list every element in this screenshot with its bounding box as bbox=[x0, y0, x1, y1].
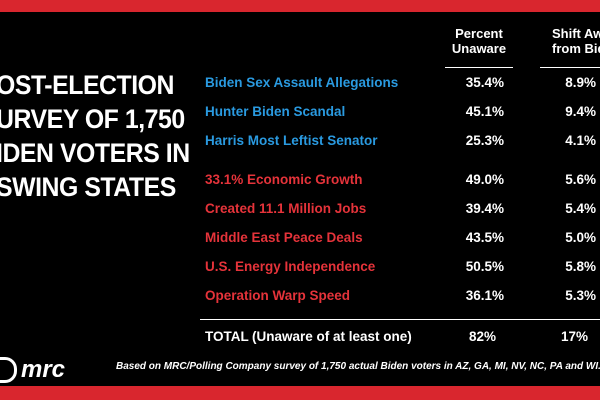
percent-value: 36.1% bbox=[465, 288, 504, 303]
total-shift: 17% bbox=[560, 329, 588, 344]
row-label: Harris Most Leftist Senator bbox=[205, 133, 378, 148]
row-label: U.S. Energy Independence bbox=[205, 259, 376, 274]
header-percent: Percent Unaware bbox=[446, 26, 512, 56]
top-band bbox=[0, 0, 600, 12]
shift-value: 4.1% bbox=[565, 133, 596, 148]
bottom-band bbox=[0, 386, 600, 400]
logo-icon bbox=[0, 357, 17, 383]
header-line: from Bide bbox=[552, 41, 600, 56]
header-line: Percent bbox=[455, 26, 503, 41]
shift-value: 9.4% bbox=[565, 104, 596, 119]
shift-value: 5.0% bbox=[565, 230, 596, 245]
shift-value: 5.3% bbox=[565, 288, 596, 303]
percent-value: 43.5% bbox=[465, 230, 504, 245]
percent-value: 39.4% bbox=[465, 201, 504, 216]
title-line: IDEN VOTERS IN bbox=[0, 138, 190, 168]
shift-value: 5.6% bbox=[565, 172, 596, 187]
percent-value: 45.1% bbox=[465, 104, 504, 119]
percent-value: 50.5% bbox=[465, 259, 504, 274]
title-line: SWING STATES bbox=[0, 172, 176, 202]
footnote: Based on MRC/Polling Company survey of 1… bbox=[116, 361, 600, 372]
header-shift: Shift Awafrom Bide bbox=[552, 26, 600, 56]
percent-value: 25.3% bbox=[465, 133, 504, 148]
percent-value: 49.0% bbox=[465, 172, 504, 187]
total-rule bbox=[200, 319, 600, 320]
shift-value: 5.4% bbox=[565, 201, 596, 216]
title-line: OST-ELECTION bbox=[0, 70, 175, 100]
row-label: Biden Sex Assault Allegations bbox=[205, 75, 399, 90]
header-line: Unaware bbox=[451, 41, 507, 56]
shift-value: 8.9% bbox=[565, 75, 596, 90]
row-label: Created 11.1 Million Jobs bbox=[205, 201, 367, 216]
row-label: Operation Warp Speed bbox=[205, 288, 351, 303]
header-rule bbox=[445, 67, 513, 68]
header-line: Shift Awa bbox=[552, 26, 600, 41]
header-rule bbox=[540, 67, 600, 68]
total-note: (Unaware of at least one) bbox=[252, 329, 412, 344]
shift-value: 5.8% bbox=[565, 259, 596, 274]
total-label: TOTAL bbox=[205, 329, 249, 344]
row-label: Middle East Peace Deals bbox=[205, 230, 363, 245]
logo-text: mrc bbox=[21, 356, 66, 383]
total-percent: 82% bbox=[468, 329, 496, 344]
logo: mrc bbox=[0, 356, 65, 384]
percent-value: 35.4% bbox=[465, 75, 504, 90]
row-label: 33.1% Economic Growth bbox=[205, 172, 363, 187]
row-label: Hunter Biden Scandal bbox=[205, 104, 346, 119]
title-line: URVEY OF 1,750 bbox=[0, 104, 185, 134]
